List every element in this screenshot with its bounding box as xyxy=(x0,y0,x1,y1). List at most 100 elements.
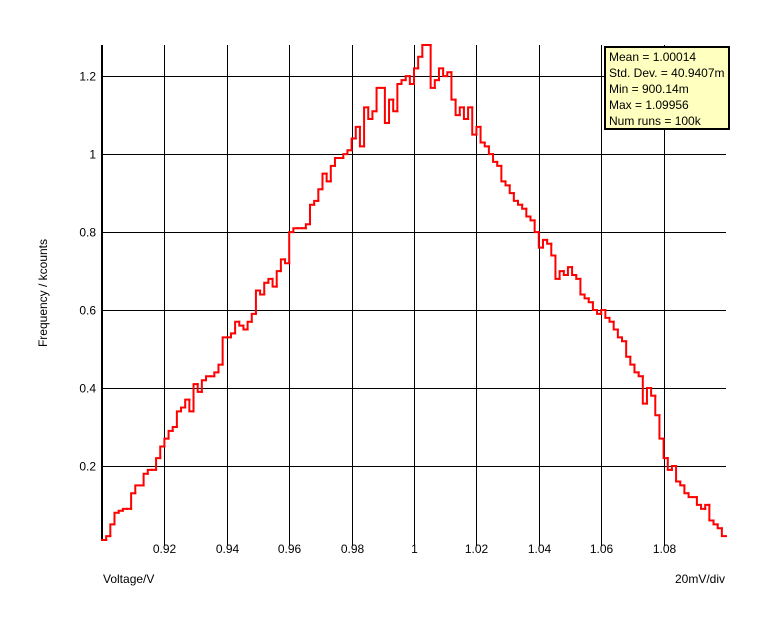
histogram-bin xyxy=(500,164,507,183)
histogram-bin xyxy=(383,86,391,124)
histogram-bin xyxy=(446,71,453,78)
histogram-bin xyxy=(521,203,528,210)
histogram-bin xyxy=(454,98,461,117)
histogram-bin xyxy=(263,281,270,296)
histogram-bin xyxy=(492,153,499,163)
histogram-bin xyxy=(275,270,282,288)
histogram-bin xyxy=(184,398,191,409)
histogram-bin xyxy=(196,383,203,393)
histogram-bin xyxy=(408,75,415,85)
histogram-bin xyxy=(371,110,378,121)
histogram-bin xyxy=(720,527,727,538)
histogram-bin xyxy=(625,340,632,358)
histogram-bin xyxy=(321,172,328,191)
histogram-bin xyxy=(604,309,611,319)
histogram-bin xyxy=(629,355,636,366)
histogram-bin xyxy=(234,320,241,335)
histogram-bin xyxy=(600,309,607,315)
histogram-bin xyxy=(429,44,436,89)
histogram-bin xyxy=(388,98,395,124)
histogram-bin xyxy=(512,192,519,202)
histogram-bin xyxy=(471,106,478,136)
histogram-bin xyxy=(700,503,707,510)
histogram-bin xyxy=(413,67,420,85)
histogram-bin xyxy=(712,519,719,526)
histogram-bin xyxy=(537,231,544,249)
histogram-bin xyxy=(716,523,723,530)
statistics-box: Mean = 1.00014 Std. Dev. = 40.9407m Min … xyxy=(604,46,730,130)
histogram-bin xyxy=(695,496,703,506)
histogram-bin xyxy=(417,55,424,70)
histogram-bin xyxy=(213,371,220,378)
histogram-bin xyxy=(683,484,690,495)
histogram-bin xyxy=(350,137,357,152)
histogram-bin xyxy=(134,484,141,495)
histogram-bin xyxy=(571,266,578,276)
histogram-bin xyxy=(246,320,253,331)
histogram-bin xyxy=(641,375,648,405)
histogram-bin xyxy=(404,75,411,82)
histogram-bin xyxy=(633,363,640,374)
histogram-bin xyxy=(242,324,249,331)
histogram-bin xyxy=(113,511,120,526)
histogram-bin xyxy=(587,297,594,304)
stat-std-dev: Std. Dev. = 40.9407m xyxy=(609,66,725,80)
histogram-bin xyxy=(550,242,557,257)
histogram-bin xyxy=(621,336,628,343)
stat-min: Min = 900.14m xyxy=(609,82,689,96)
histogram-bin xyxy=(579,277,586,296)
histogram-bin xyxy=(346,149,353,156)
histogram-bin xyxy=(363,106,370,148)
y-tick-label: 0.2 xyxy=(79,460,96,474)
x-tick-label: 1 xyxy=(411,542,418,556)
histogram-bin xyxy=(271,277,278,288)
histogram-bin xyxy=(130,492,137,510)
histogram-bin xyxy=(608,316,615,323)
histogram-bin xyxy=(525,207,532,218)
histogram-bin xyxy=(654,394,661,417)
histogram-bin xyxy=(541,238,549,249)
histogram-bin xyxy=(342,153,349,160)
y-tick-label: 0.6 xyxy=(79,304,96,318)
histogram-bin xyxy=(309,203,316,226)
histogram-bin xyxy=(142,472,149,487)
y-tick-label: 0.4 xyxy=(79,382,96,396)
histogram-bin xyxy=(175,410,183,428)
histogram-bin xyxy=(554,254,561,280)
histogram-bin xyxy=(146,468,153,475)
histogram-bin xyxy=(229,332,237,339)
y-tick-label: 1.2 xyxy=(79,70,96,84)
stat-mean: Mean = 1.00014 xyxy=(609,50,697,64)
x-tick-label: 0.94 xyxy=(216,542,240,556)
histogram-bin xyxy=(313,199,320,206)
histogram-bin xyxy=(566,266,574,276)
histogram-bin xyxy=(483,141,490,148)
histogram-bin xyxy=(259,289,266,296)
histogram-bin xyxy=(467,106,474,121)
histogram-bin xyxy=(167,429,174,440)
histogram-bin xyxy=(421,44,428,58)
x-tick-label: 0.96 xyxy=(278,542,302,556)
histogram-bin xyxy=(392,98,399,113)
histogram-bin xyxy=(109,523,116,538)
histogram-bin xyxy=(645,386,653,405)
x-axis-label: Voltage/V xyxy=(103,572,155,586)
x-tick-label: 1.08 xyxy=(653,542,677,556)
histogram-bin xyxy=(250,312,257,323)
histogram-bin xyxy=(288,231,295,265)
histogram-bin xyxy=(666,457,673,471)
histogram-bin xyxy=(616,328,623,339)
histogram-bin xyxy=(267,277,274,284)
histogram-bin xyxy=(238,320,245,327)
x-scale-note: 20mV/div xyxy=(674,572,725,586)
histogram-bin xyxy=(292,227,299,234)
y-tick-label: 1 xyxy=(89,148,96,162)
histogram-bin xyxy=(487,145,495,156)
histogram-bin xyxy=(562,270,569,276)
histogram-bin xyxy=(442,67,449,78)
histogram-bin xyxy=(596,309,603,315)
histogram-bin xyxy=(679,480,686,487)
histogram-bin xyxy=(650,386,657,397)
histogram-bin xyxy=(254,289,262,315)
histogram-bin xyxy=(479,125,486,144)
